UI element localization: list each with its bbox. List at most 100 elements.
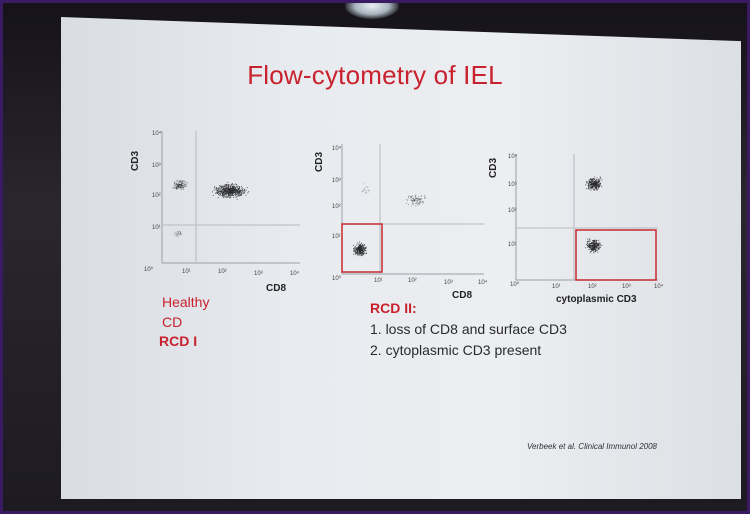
event-dot — [599, 247, 601, 249]
event-dot — [590, 183, 592, 185]
event-dot — [177, 234, 179, 236]
plot3-xlabel: cytoplasmic CD3 — [556, 294, 637, 305]
event-dot — [173, 183, 175, 185]
dot-plot-rcd2: CD3 10⁴ 10³ 10² 10¹ 10⁰ 10¹ 10² 10³ 10⁴ … — [314, 144, 488, 301]
event-dot — [597, 180, 599, 183]
event-dot — [213, 186, 216, 188]
event-dot — [358, 249, 360, 251]
event-dot — [412, 200, 414, 202]
event-dot — [179, 232, 181, 234]
event-dot — [411, 201, 414, 203]
event-dot — [412, 197, 414, 200]
event-dot — [218, 189, 220, 191]
event-dot — [216, 191, 218, 193]
event-dot — [421, 198, 423, 200]
event-dot — [590, 245, 592, 247]
rcd2-heading: RCD II: — [370, 300, 417, 316]
plot3-ytick-2: 10² — [508, 208, 517, 214]
event-dot — [233, 189, 236, 191]
event-dot — [241, 187, 243, 189]
plot3-ytick-4: 10⁴ — [508, 153, 518, 160]
event-dot — [177, 230, 179, 232]
event-dot — [234, 193, 236, 195]
event-dot — [361, 249, 363, 251]
event-dot — [227, 190, 230, 192]
event-dot — [175, 187, 178, 189]
event-dot — [594, 242, 596, 244]
event-dot — [593, 247, 595, 249]
event-dot — [598, 187, 600, 189]
event-dot — [424, 196, 426, 198]
event-dot — [591, 186, 593, 188]
event-dot — [241, 193, 243, 195]
event-dot — [237, 187, 239, 189]
event-dot — [596, 246, 598, 248]
event-dot — [589, 243, 591, 245]
event-dot — [177, 180, 179, 182]
event-dot — [222, 185, 224, 187]
event-dot — [235, 196, 237, 198]
event-dot — [599, 243, 601, 245]
event-dot — [231, 195, 233, 197]
event-dot — [595, 249, 597, 251]
plot2-events — [352, 182, 427, 257]
event-dot — [228, 189, 230, 191]
event-dot — [414, 200, 416, 202]
event-dot — [598, 184, 600, 186]
event-dot — [219, 193, 221, 195]
event-dot — [237, 185, 239, 187]
event-dot — [241, 192, 243, 194]
plot1-events — [172, 179, 250, 238]
event-dot — [590, 244, 592, 246]
event-dot — [181, 180, 183, 183]
event-dot — [365, 248, 367, 250]
event-dot — [420, 195, 422, 197]
event-dot — [413, 200, 416, 202]
event-dot — [180, 188, 182, 190]
event-dot — [423, 200, 425, 203]
event-dot — [243, 192, 245, 194]
event-dot — [416, 198, 418, 200]
event-dot — [183, 184, 185, 186]
event-dot — [413, 199, 416, 201]
event-dot — [363, 249, 366, 251]
event-dot — [591, 178, 593, 180]
event-dot — [177, 231, 179, 234]
event-dot — [219, 185, 221, 187]
event-dot — [596, 249, 598, 251]
event-dot — [360, 254, 362, 256]
event-dot — [230, 185, 232, 187]
event-dot — [597, 248, 599, 250]
event-dot — [361, 251, 364, 253]
event-dot — [412, 203, 414, 205]
event-dot — [227, 192, 229, 194]
event-dot — [594, 178, 596, 180]
event-dot — [179, 180, 181, 182]
legend-healthy: Healthy — [162, 294, 210, 310]
event-dot — [419, 201, 421, 203]
event-dot — [232, 189, 234, 191]
event-dot — [598, 185, 600, 187]
event-dot — [217, 192, 219, 194]
event-dot — [601, 179, 603, 181]
event-dot — [599, 184, 601, 186]
event-dot — [419, 203, 421, 206]
event-dot — [239, 194, 241, 196]
event-dot — [185, 186, 187, 188]
event-dot — [598, 180, 600, 182]
event-dot — [224, 192, 226, 195]
event-dot — [420, 201, 422, 203]
event-dot — [587, 243, 589, 245]
event-dot — [353, 253, 355, 255]
event-dot — [228, 186, 230, 188]
event-dot — [237, 194, 239, 196]
event-dot — [240, 193, 242, 195]
plot3-xtick-1: 10¹ — [552, 284, 561, 290]
event-dot — [234, 191, 236, 193]
event-dot — [182, 182, 184, 184]
event-dot — [178, 186, 180, 188]
event-dot — [177, 230, 179, 232]
event-dot — [416, 197, 418, 199]
event-dot — [591, 183, 593, 185]
event-dot — [220, 191, 222, 193]
